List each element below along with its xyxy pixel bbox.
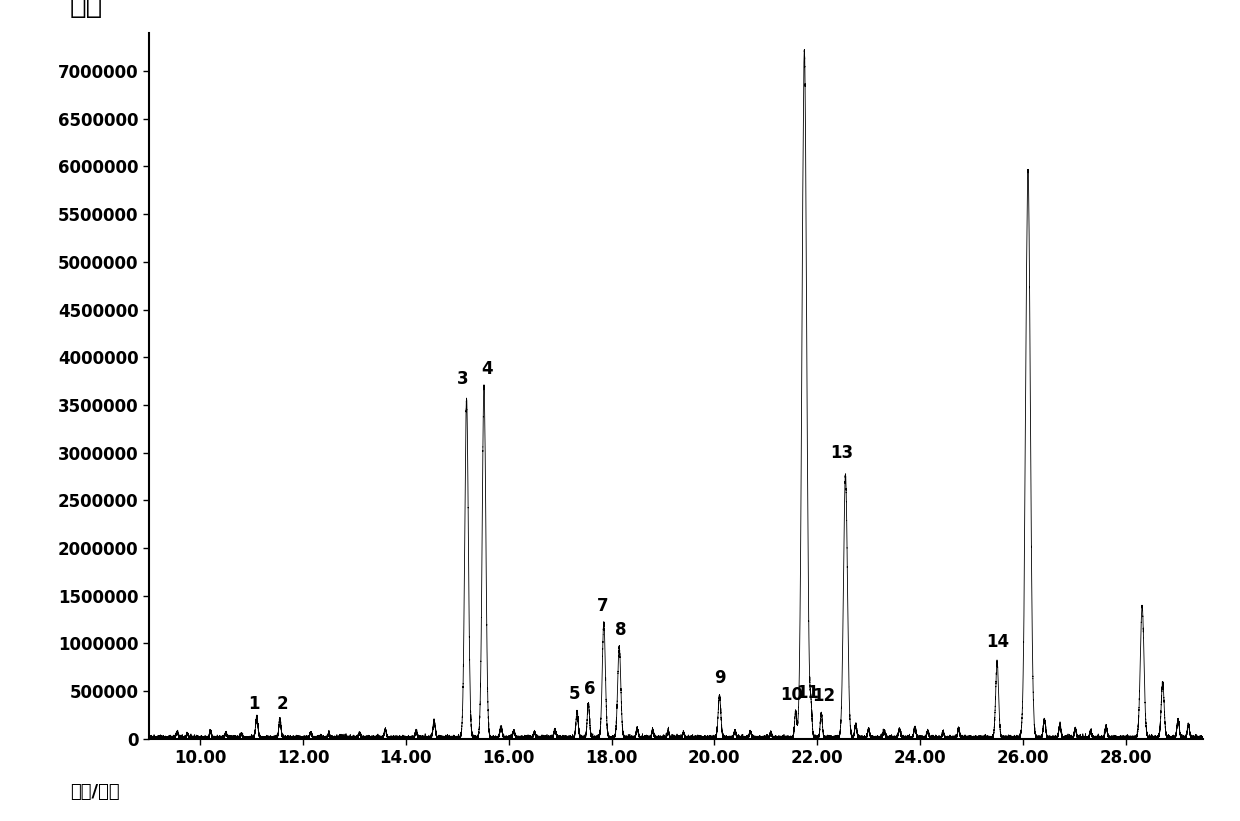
Text: 丰度: 丰度	[69, 0, 103, 19]
Text: 时间/分钟: 时间/分钟	[69, 782, 119, 800]
Text: 14: 14	[987, 633, 1009, 651]
Text: 8: 8	[615, 621, 626, 639]
Text: 9: 9	[714, 669, 725, 687]
Text: 2: 2	[277, 695, 288, 713]
Text: 5: 5	[569, 685, 580, 703]
Text: 13: 13	[831, 444, 853, 462]
Text: 4: 4	[481, 360, 494, 378]
Text: 11: 11	[796, 684, 820, 702]
Text: 10: 10	[780, 686, 804, 704]
Text: 7: 7	[596, 597, 608, 615]
Text: 1: 1	[248, 695, 260, 713]
Text: 3: 3	[456, 369, 469, 388]
Text: 6: 6	[584, 680, 595, 698]
Text: 12: 12	[812, 686, 835, 704]
